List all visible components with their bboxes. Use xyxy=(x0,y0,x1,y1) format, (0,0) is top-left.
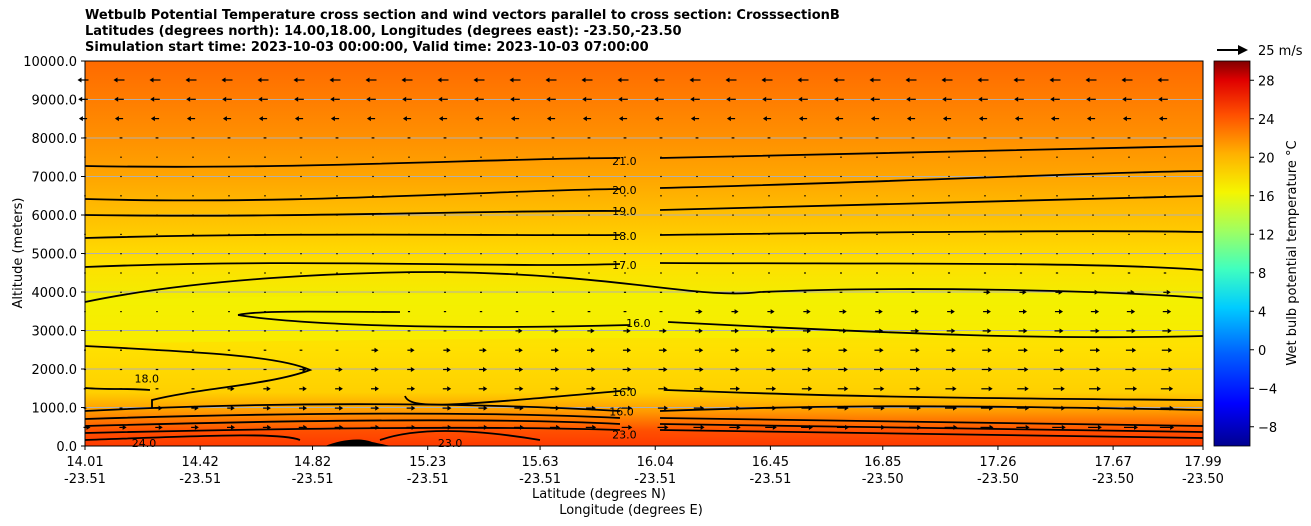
y-axis-label: Altitude (meters) xyxy=(11,198,26,309)
x-tick-label-lon: -23.51 xyxy=(634,472,676,487)
contour-label: 23.0 xyxy=(438,437,463,450)
contour-label: 16.0 xyxy=(612,386,637,399)
chart-canvas: 21.020.019.018.017.016.016.016.018.023.0… xyxy=(0,0,1311,526)
y-axis: 0.0 1000.0 2000.0 3000.0 4000.0 5000.0 6000.0 7… xyxy=(23,55,85,455)
x-tick-label-lon: -23.50 xyxy=(862,472,904,487)
contour-label: 17.0 xyxy=(612,259,637,272)
colorbar-tick-label: 24 xyxy=(1258,113,1275,128)
x-tick-label-lon: -23.51 xyxy=(749,472,791,487)
x-tick-label-lat: 15.23 xyxy=(409,455,446,470)
wind-key-arrowhead-icon xyxy=(1238,45,1248,55)
x-tick-label-lat: 16.85 xyxy=(864,455,901,470)
y-tick-label: 9000.0 xyxy=(32,94,78,109)
y-tick-label: 7000.0 xyxy=(32,171,78,186)
x-axis-label-longitude: Longitude (degrees E) xyxy=(559,503,703,518)
colorbar-gradient xyxy=(1214,61,1250,446)
colorbar-tick-label: 4 xyxy=(1258,305,1266,320)
colorbar-tick-label: 16 xyxy=(1258,190,1275,205)
x-tick-label-lat: 17.67 xyxy=(1095,455,1132,470)
wind-key-label: 25 m/s xyxy=(1258,44,1303,59)
contour-label: 20.0 xyxy=(612,184,637,197)
y-tick-label: 8000.0 xyxy=(32,132,78,147)
colorbar-tick-label: −4 xyxy=(1258,382,1277,397)
x-tick-label-lon: -23.51 xyxy=(292,472,334,487)
x-axis: 14.01 -23.51 14.42 -23.51 14.82 -23.51 15.23 -2… xyxy=(64,446,1224,487)
y-tick-label: 1000.0 xyxy=(32,402,78,417)
colorbar-label: Wet bulb potential temperature °C xyxy=(1285,140,1300,365)
colorbar-tick-label: 0 xyxy=(1258,344,1266,359)
contour-label: 16.0 xyxy=(626,317,651,330)
colorbar-tick-label: 8 xyxy=(1258,267,1266,282)
wind-key: 25 m/s xyxy=(1217,44,1303,59)
contour-label: 19.0 xyxy=(612,205,637,218)
contour-label: 23.0 xyxy=(612,428,637,441)
x-tick-label-lat: 15.63 xyxy=(521,455,558,470)
contour-label: 18.0 xyxy=(135,373,160,386)
y-tick-label: 2000.0 xyxy=(32,363,78,378)
y-tick-label: 4000.0 xyxy=(32,286,78,301)
y-tick-label: 6000.0 xyxy=(32,209,78,224)
colorbar-tick-label: 12 xyxy=(1258,228,1275,243)
colorbar: −8 −4 0 4 8 12 16 20 24 28 Wet bulb potential tem… xyxy=(1214,61,1300,446)
x-tick-label-lat: 16.04 xyxy=(637,455,674,470)
x-tick-label-lon: -23.51 xyxy=(519,472,561,487)
x-tick-label-lon: -23.50 xyxy=(1182,472,1224,487)
y-tick-label: 5000.0 xyxy=(32,248,78,263)
x-tick-label-lat: 16.45 xyxy=(752,455,789,470)
x-tick-label-lat: 14.82 xyxy=(294,455,331,470)
colorbar-tick-label: −8 xyxy=(1258,421,1277,436)
colorbar-tick-label: 20 xyxy=(1258,151,1275,166)
contour-label: 18.0 xyxy=(612,230,637,243)
y-tick-label: 3000.0 xyxy=(32,325,78,340)
x-tick-label-lon: -23.51 xyxy=(179,472,221,487)
x-tick-label-lat: 17.26 xyxy=(979,455,1016,470)
y-tick-label: 0.0 xyxy=(56,440,77,455)
colorbar-ticks: −8 −4 0 4 8 12 16 20 24 28 xyxy=(1250,74,1277,436)
x-tick-label-lon: -23.51 xyxy=(407,472,449,487)
x-tick-label-lon: -23.50 xyxy=(1092,472,1134,487)
contour-label: 24.0 xyxy=(132,437,157,450)
x-axis-label-latitude: Latitude (degrees N) xyxy=(532,487,666,502)
x-tick-label-lat: 14.42 xyxy=(182,455,219,470)
y-tick-label: 10000.0 xyxy=(23,55,77,70)
x-tick-label-lat: 17.99 xyxy=(1184,455,1221,470)
x-tick-label-lat: 14.01 xyxy=(66,455,103,470)
x-tick-label-lon: -23.50 xyxy=(977,472,1019,487)
colorbar-tick-label: 28 xyxy=(1258,74,1275,89)
x-tick-label-lon: -23.51 xyxy=(64,472,106,487)
